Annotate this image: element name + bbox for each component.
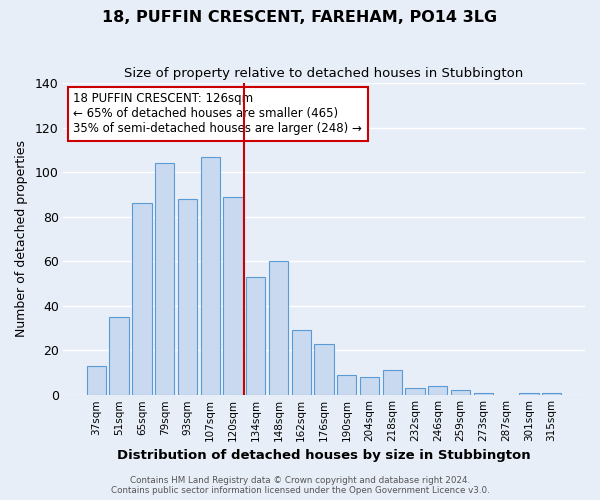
Text: Contains HM Land Registry data © Crown copyright and database right 2024.
Contai: Contains HM Land Registry data © Crown c…	[110, 476, 490, 495]
Bar	[109, 317, 129, 395]
Text: 18 PUFFIN CRESCENT: 126sqm
← 65% of detached houses are smaller (465)
35% of sem: 18 PUFFIN CRESCENT: 126sqm ← 65% of deta…	[73, 92, 362, 136]
Bar	[314, 344, 334, 395]
Bar	[223, 196, 242, 395]
Bar	[451, 390, 470, 395]
Title: Size of property relative to detached houses in Stubbington: Size of property relative to detached ho…	[124, 68, 524, 80]
Bar	[428, 386, 448, 395]
Y-axis label: Number of detached properties: Number of detached properties	[15, 140, 28, 338]
Bar	[87, 366, 106, 395]
Bar	[132, 204, 152, 395]
X-axis label: Distribution of detached houses by size in Stubbington: Distribution of detached houses by size …	[117, 450, 531, 462]
Bar	[178, 199, 197, 395]
Bar	[542, 392, 561, 395]
Bar	[337, 375, 356, 395]
Bar	[200, 156, 220, 395]
Bar	[246, 277, 265, 395]
Bar	[155, 163, 175, 395]
Text: 18, PUFFIN CRESCENT, FAREHAM, PO14 3LG: 18, PUFFIN CRESCENT, FAREHAM, PO14 3LG	[103, 10, 497, 25]
Bar	[292, 330, 311, 395]
Bar	[360, 377, 379, 395]
Bar	[269, 261, 288, 395]
Bar	[383, 370, 402, 395]
Bar	[473, 392, 493, 395]
Bar	[406, 388, 425, 395]
Bar	[519, 392, 539, 395]
